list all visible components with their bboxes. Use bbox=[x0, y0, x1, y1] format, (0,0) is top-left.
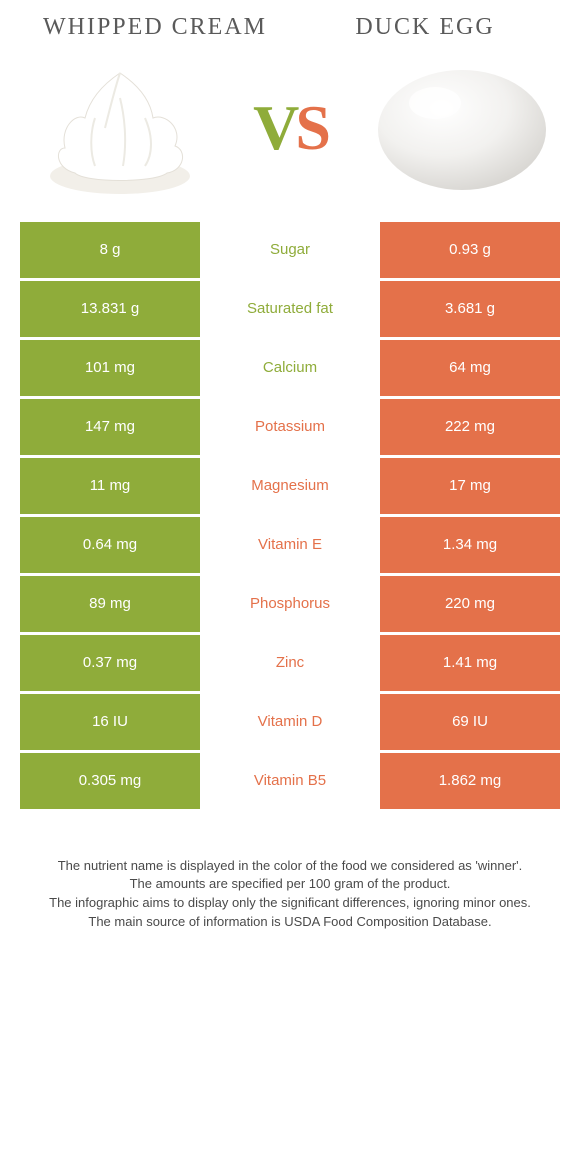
vs-s: S bbox=[295, 92, 327, 163]
nutrient-name: Vitamin B5 bbox=[200, 753, 380, 809]
nutrient-name: Sugar bbox=[200, 222, 380, 278]
right-value: 17 mg bbox=[380, 458, 560, 514]
table-row: 16 IUVitamin D69 IU bbox=[20, 694, 560, 750]
vs-label: VS bbox=[253, 91, 327, 165]
table-row: 11 mgMagnesium17 mg bbox=[20, 458, 560, 514]
table-row: 0.64 mgVitamin E1.34 mg bbox=[20, 517, 560, 573]
left-value: 13.831 g bbox=[20, 281, 200, 337]
table-row: 147 mgPotassium222 mg bbox=[20, 399, 560, 455]
footer-notes: The nutrient name is displayed in the co… bbox=[28, 857, 552, 932]
right-value: 220 mg bbox=[380, 576, 560, 632]
nutrient-name: Zinc bbox=[200, 635, 380, 691]
nutrient-name: Saturated fat bbox=[200, 281, 380, 337]
right-value: 1.34 mg bbox=[380, 517, 560, 573]
table-row: 0.37 mgZinc1.41 mg bbox=[20, 635, 560, 691]
images-row: VS bbox=[0, 48, 580, 222]
right-value: 69 IU bbox=[380, 694, 560, 750]
table-row: 89 mgPhosphorus220 mg bbox=[20, 576, 560, 632]
header: WHIPPED CREAM DUCK EGG bbox=[0, 0, 580, 48]
left-value: 11 mg bbox=[20, 458, 200, 514]
footer-line-4: The main source of information is USDA F… bbox=[28, 913, 552, 932]
left-value: 16 IU bbox=[20, 694, 200, 750]
right-food-title: DUCK EGG bbox=[310, 14, 540, 41]
left-value: 0.64 mg bbox=[20, 517, 200, 573]
table-row: 13.831 gSaturated fat3.681 g bbox=[20, 281, 560, 337]
left-value: 101 mg bbox=[20, 340, 200, 396]
right-value: 222 mg bbox=[380, 399, 560, 455]
right-value: 1.862 mg bbox=[380, 753, 560, 809]
nutrient-table: 8 gSugar0.93 g13.831 gSaturated fat3.681… bbox=[20, 222, 560, 809]
table-row: 101 mgCalcium64 mg bbox=[20, 340, 560, 396]
left-value: 8 g bbox=[20, 222, 200, 278]
whipped-cream-image bbox=[30, 58, 210, 198]
right-value: 3.681 g bbox=[380, 281, 560, 337]
nutrient-name: Potassium bbox=[200, 399, 380, 455]
footer-line-3: The infographic aims to display only the… bbox=[28, 894, 552, 913]
vs-v: V bbox=[253, 92, 295, 163]
table-row: 8 gSugar0.93 g bbox=[20, 222, 560, 278]
footer-line-2: The amounts are specified per 100 gram o… bbox=[28, 875, 552, 894]
left-value: 147 mg bbox=[20, 399, 200, 455]
right-value: 1.41 mg bbox=[380, 635, 560, 691]
left-food-title: WHIPPED CREAM bbox=[40, 14, 270, 42]
table-row: 0.305 mgVitamin B51.862 mg bbox=[20, 753, 560, 809]
footer-line-1: The nutrient name is displayed in the co… bbox=[28, 857, 552, 876]
duck-egg-image bbox=[370, 58, 550, 198]
nutrient-name: Phosphorus bbox=[200, 576, 380, 632]
nutrient-name: Calcium bbox=[200, 340, 380, 396]
left-value: 0.37 mg bbox=[20, 635, 200, 691]
left-value: 89 mg bbox=[20, 576, 200, 632]
nutrient-name: Magnesium bbox=[200, 458, 380, 514]
right-value: 64 mg bbox=[380, 340, 560, 396]
nutrient-name: Vitamin D bbox=[200, 694, 380, 750]
nutrient-name: Vitamin E bbox=[200, 517, 380, 573]
left-value: 0.305 mg bbox=[20, 753, 200, 809]
right-value: 0.93 g bbox=[380, 222, 560, 278]
